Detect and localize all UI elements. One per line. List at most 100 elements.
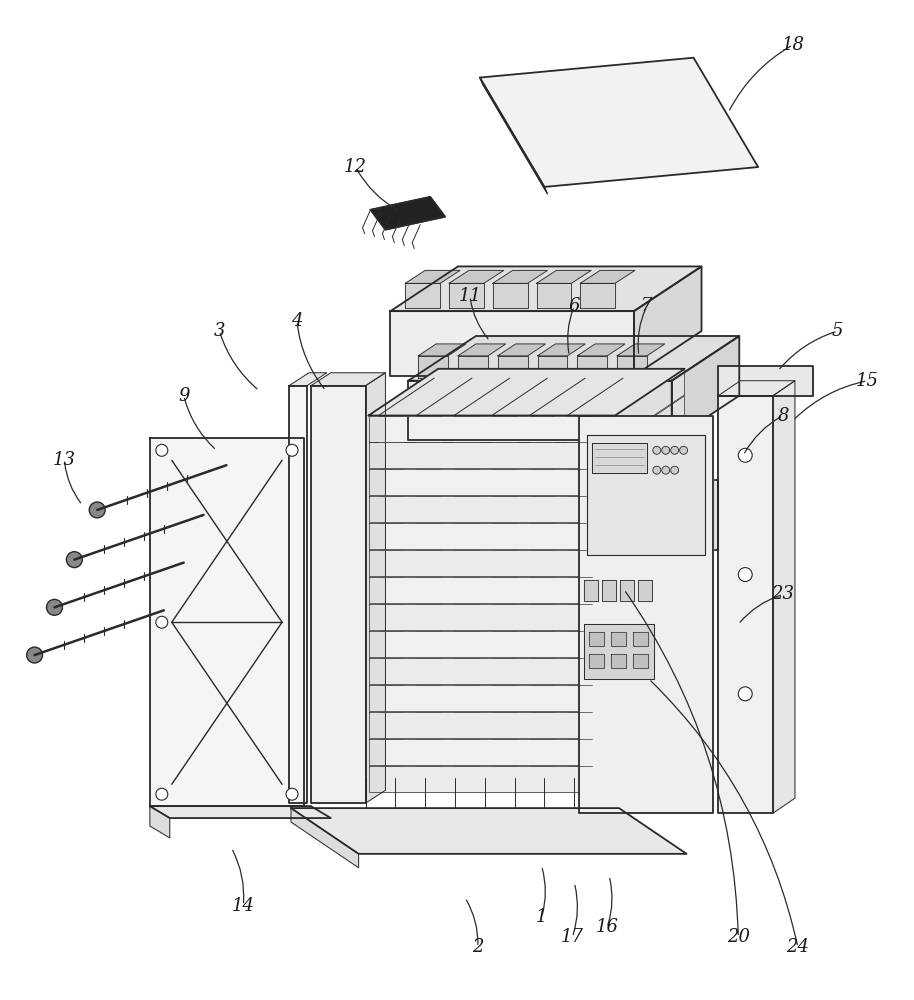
Polygon shape <box>449 283 484 308</box>
Polygon shape <box>493 270 547 283</box>
Polygon shape <box>366 373 386 803</box>
Polygon shape <box>368 766 615 792</box>
Polygon shape <box>615 693 685 765</box>
Polygon shape <box>368 658 615 684</box>
Polygon shape <box>615 612 685 684</box>
Polygon shape <box>615 369 685 442</box>
Polygon shape <box>480 78 547 194</box>
Polygon shape <box>602 580 616 601</box>
Polygon shape <box>419 356 448 378</box>
Polygon shape <box>632 632 648 646</box>
Circle shape <box>662 466 670 474</box>
Text: 23: 23 <box>771 585 794 603</box>
Polygon shape <box>289 373 327 386</box>
Circle shape <box>739 568 752 582</box>
Polygon shape <box>638 580 652 601</box>
Circle shape <box>671 466 678 474</box>
Circle shape <box>156 788 168 800</box>
Polygon shape <box>620 580 634 601</box>
Circle shape <box>739 448 752 462</box>
Polygon shape <box>537 270 591 283</box>
Polygon shape <box>584 624 654 679</box>
Polygon shape <box>498 356 527 378</box>
Polygon shape <box>632 654 648 668</box>
Polygon shape <box>449 270 504 283</box>
Text: 15: 15 <box>856 372 879 390</box>
Polygon shape <box>409 336 739 381</box>
Polygon shape <box>419 344 466 356</box>
Circle shape <box>286 444 298 456</box>
Polygon shape <box>150 806 170 838</box>
Text: 24: 24 <box>786 938 810 956</box>
Polygon shape <box>458 356 488 378</box>
Polygon shape <box>615 504 685 576</box>
Text: 17: 17 <box>561 928 584 946</box>
Circle shape <box>739 687 752 701</box>
Polygon shape <box>368 442 615 468</box>
Polygon shape <box>590 654 604 668</box>
Polygon shape <box>409 381 672 440</box>
Polygon shape <box>150 806 331 818</box>
Circle shape <box>671 446 678 454</box>
Polygon shape <box>537 356 568 378</box>
Polygon shape <box>291 808 358 868</box>
Circle shape <box>653 466 661 474</box>
Circle shape <box>653 446 661 454</box>
Polygon shape <box>615 585 685 657</box>
Text: 5: 5 <box>832 322 844 340</box>
Polygon shape <box>718 366 813 396</box>
Polygon shape <box>615 531 685 603</box>
Polygon shape <box>611 632 626 646</box>
Polygon shape <box>615 477 685 549</box>
Circle shape <box>286 788 298 800</box>
Polygon shape <box>493 283 527 308</box>
Polygon shape <box>368 604 615 630</box>
Text: 18: 18 <box>781 36 804 54</box>
Circle shape <box>27 647 43 663</box>
Polygon shape <box>584 580 598 601</box>
Polygon shape <box>773 381 795 813</box>
Polygon shape <box>368 577 615 603</box>
Circle shape <box>156 616 168 628</box>
Polygon shape <box>368 369 685 416</box>
Polygon shape <box>150 438 304 806</box>
Polygon shape <box>458 344 505 356</box>
Polygon shape <box>480 58 758 187</box>
Text: 1: 1 <box>536 908 547 926</box>
Polygon shape <box>537 344 585 356</box>
Circle shape <box>680 446 687 454</box>
Polygon shape <box>289 386 307 803</box>
Polygon shape <box>707 480 718 550</box>
Polygon shape <box>368 523 615 549</box>
Polygon shape <box>311 373 386 386</box>
Polygon shape <box>672 336 739 440</box>
Polygon shape <box>580 283 615 308</box>
Polygon shape <box>390 311 634 376</box>
Circle shape <box>47 599 62 615</box>
Polygon shape <box>615 639 685 711</box>
Text: 4: 4 <box>292 312 303 330</box>
Polygon shape <box>405 283 441 308</box>
Polygon shape <box>368 685 615 711</box>
Text: 8: 8 <box>777 407 789 425</box>
Polygon shape <box>634 266 702 376</box>
Polygon shape <box>718 381 795 396</box>
Polygon shape <box>311 386 366 803</box>
Polygon shape <box>587 435 706 555</box>
Polygon shape <box>368 631 615 657</box>
Polygon shape <box>615 720 685 792</box>
Circle shape <box>156 444 168 456</box>
Polygon shape <box>291 808 686 854</box>
Polygon shape <box>405 270 460 283</box>
Polygon shape <box>592 443 647 473</box>
Circle shape <box>662 446 670 454</box>
Polygon shape <box>615 450 685 522</box>
Polygon shape <box>615 558 685 630</box>
Polygon shape <box>579 416 714 813</box>
Polygon shape <box>368 712 615 738</box>
Polygon shape <box>368 550 615 576</box>
Circle shape <box>67 552 82 568</box>
Text: 13: 13 <box>53 451 76 469</box>
Polygon shape <box>617 344 664 356</box>
Polygon shape <box>498 344 546 356</box>
